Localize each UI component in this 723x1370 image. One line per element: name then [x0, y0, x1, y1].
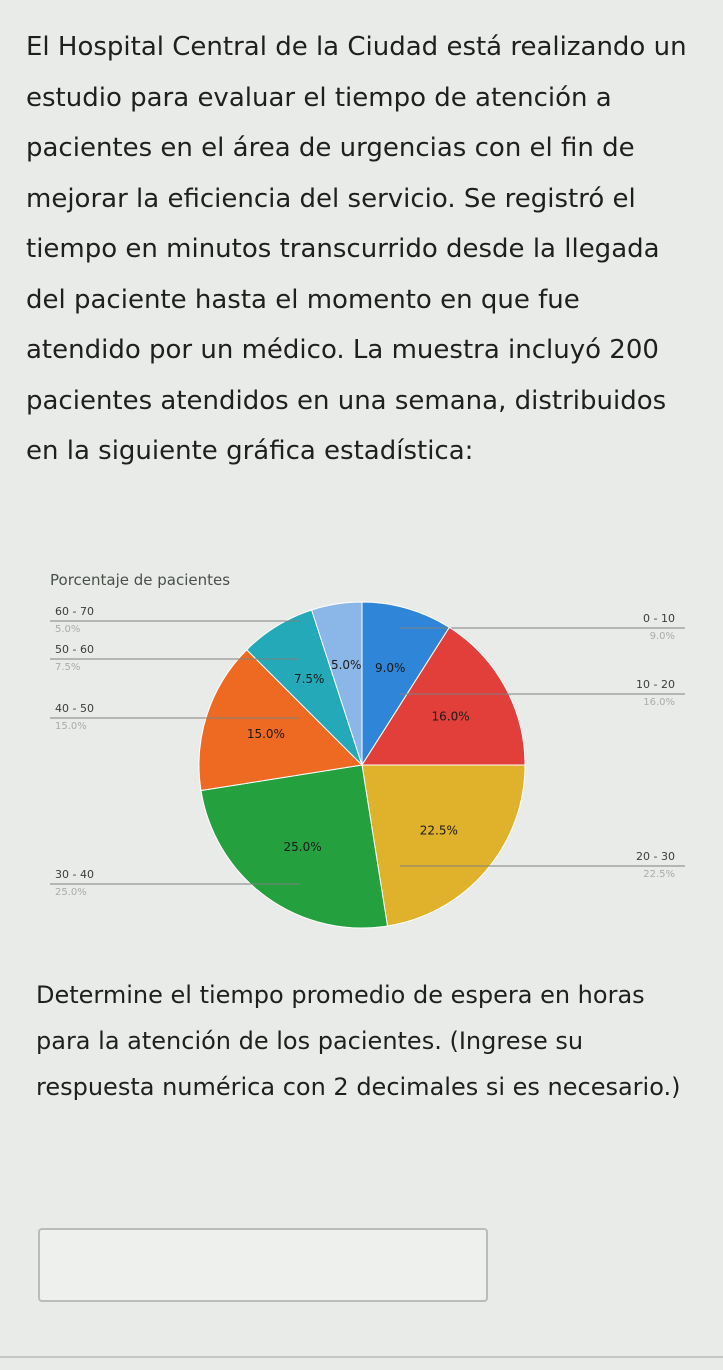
legend-entry: 0 - 10 9.0%: [400, 612, 685, 642]
legend-percent: 25.0%: [55, 887, 87, 898]
legend-label: 20 - 30: [636, 850, 675, 863]
legend-entry: 10 - 20 16.0%: [400, 678, 685, 708]
legend-label: 50 - 60: [55, 643, 94, 656]
legend-percent: 16.0%: [643, 697, 675, 708]
legend-label: 60 - 70: [55, 605, 94, 618]
slice-percent-label: 5.0%: [331, 658, 362, 672]
legend-label: 40 - 50: [55, 702, 94, 715]
instruction-text: Determine el tiempo promedio de espera e…: [36, 981, 681, 1101]
pie-slice: [200, 764, 389, 929]
legend-percent: 22.5%: [643, 869, 675, 880]
question-text: El Hospital Central de la Ciudad está re…: [26, 32, 687, 466]
slice-percent-label: 22.5%: [420, 824, 458, 838]
legend-percent: 5.0%: [55, 624, 80, 635]
legend-entry: 40 - 50 15.0%: [50, 702, 300, 732]
slice-percent-label: 9.0%: [375, 661, 406, 675]
pie-slice: [361, 626, 526, 766]
pie-slice: [361, 764, 526, 927]
pie-chart: Porcentaje de pacientes 9.0% 0 - 10 9.0% 16…: [0, 560, 723, 940]
legend-label: 30 - 40: [55, 868, 94, 881]
legend-percent: 15.0%: [55, 721, 87, 732]
divider: [0, 1356, 723, 1358]
legend-percent: 7.5%: [55, 662, 80, 673]
legend-entry: 60 - 70 5.0%: [50, 605, 300, 635]
slice-percent-label: 7.5%: [294, 672, 325, 686]
slice-percent-label: 16.0%: [431, 709, 469, 723]
legend-entry: 20 - 30 22.5%: [400, 850, 685, 880]
legend-label: 0 - 10: [643, 612, 675, 625]
legend-label: 10 - 20: [636, 678, 675, 691]
legend-entry: 30 - 40 25.0%: [50, 868, 300, 898]
slice-percent-label: 25.0%: [284, 840, 322, 854]
chart-title: Porcentaje de pacientes: [50, 571, 231, 589]
slice-percent-label: 15.0%: [247, 727, 285, 741]
answer-input[interactable]: [38, 1228, 488, 1302]
pie-slice: [361, 601, 451, 767]
pie-slice: [310, 601, 363, 766]
legend-entry: 50 - 60 7.5%: [50, 643, 300, 673]
legend-percent: 9.0%: [650, 631, 675, 642]
